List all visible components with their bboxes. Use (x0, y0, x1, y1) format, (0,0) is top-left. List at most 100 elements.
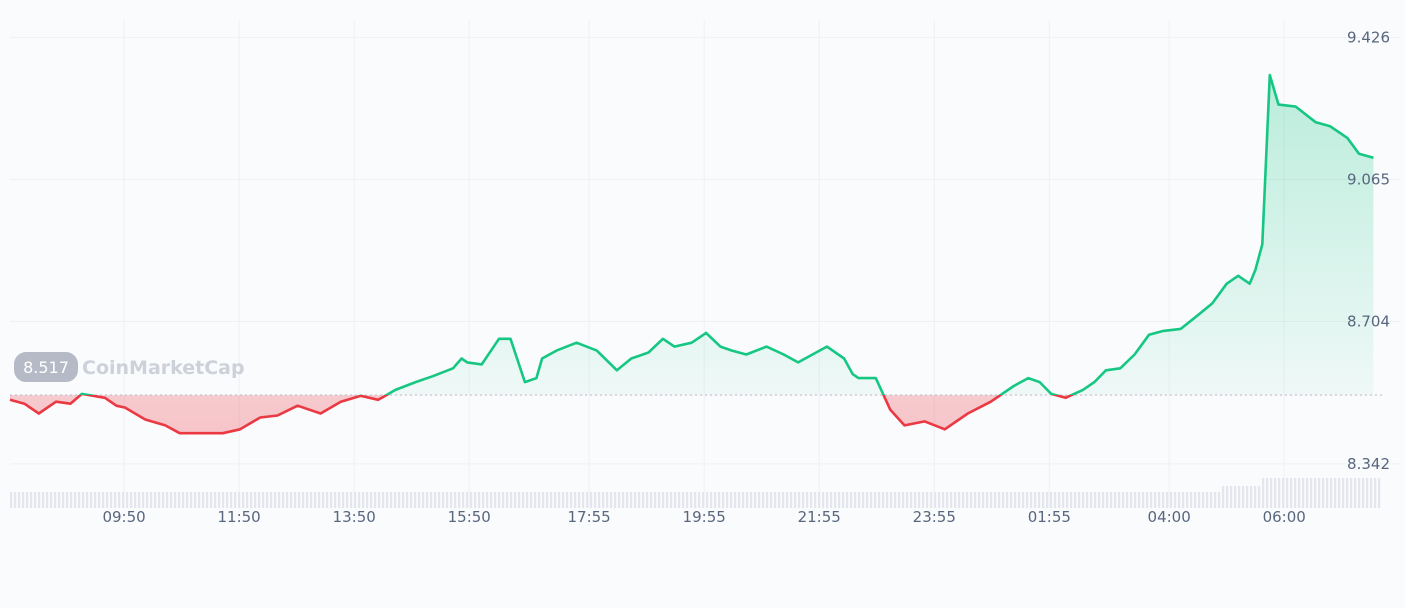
volume-bar (142, 492, 145, 508)
volume-bar (198, 492, 201, 508)
volume-bar (914, 492, 917, 508)
volume-bar (1166, 492, 1169, 508)
volume-bar (350, 492, 353, 508)
volume-bar (858, 492, 861, 508)
volume-bar (18, 492, 21, 508)
volume-bar (1378, 478, 1381, 508)
volume-bar (230, 492, 233, 508)
volume-bar (830, 492, 833, 508)
x-tick-label: 21:55 (798, 508, 841, 526)
volume-bar (1218, 492, 1221, 508)
volume-bar (1138, 492, 1141, 508)
volume-bar (942, 492, 945, 508)
x-tick-label: 11:50 (218, 508, 261, 526)
volume-bar (1258, 486, 1261, 508)
volume-bar (1142, 492, 1145, 508)
volume-bar (262, 492, 265, 508)
volume-bar (950, 492, 953, 508)
volume-bar (266, 492, 269, 508)
volume-bar (130, 492, 133, 508)
price-line-down (9, 395, 1075, 435)
volume-bar (318, 492, 321, 508)
volume-bar (62, 492, 65, 508)
volume-bar (1298, 478, 1301, 508)
volume-bar (362, 492, 365, 508)
volume-bar (1034, 492, 1037, 508)
x-tick-label: 04:00 (1148, 508, 1191, 526)
volume-bar (794, 492, 797, 508)
volume-bar (1370, 478, 1373, 508)
volume-bar (550, 492, 553, 508)
volume-bar (174, 492, 177, 508)
volume-bar (734, 492, 737, 508)
x-tick-label: 06:00 (1263, 508, 1306, 526)
volume-bar (294, 492, 297, 508)
volume-bar (638, 492, 641, 508)
volume-bar (1182, 492, 1185, 508)
volume-bar (1070, 492, 1073, 508)
volume-bar (106, 492, 109, 508)
volume-bar (502, 492, 505, 508)
volume-bar (1350, 478, 1353, 508)
volume-bar (478, 492, 481, 508)
volume-bar (486, 492, 489, 508)
volume-bar (634, 492, 637, 508)
volume-bar (1078, 492, 1081, 508)
volume-bar (430, 492, 433, 508)
volume-bar (526, 492, 529, 508)
volume-bar (978, 492, 981, 508)
volume-bar (298, 492, 301, 508)
volume-bar (1226, 486, 1229, 508)
volume-bar (974, 492, 977, 508)
volume-bar (894, 492, 897, 508)
volume-bar (898, 492, 901, 508)
volume-bar (530, 492, 533, 508)
volume-bar (122, 492, 125, 508)
y-tick-label: 9.426 (1347, 28, 1390, 46)
volume-bar (582, 492, 585, 508)
volume-bar (270, 492, 273, 508)
volume-bar (50, 492, 53, 508)
volume-bar (1038, 492, 1041, 508)
volume-bar (490, 492, 493, 508)
volume-bar (966, 492, 969, 508)
volume-bar (158, 492, 161, 508)
volume-bar (374, 492, 377, 508)
volume-bar (330, 492, 333, 508)
volume-bar (210, 492, 213, 508)
volume-bar (94, 492, 97, 508)
volume-bar (1090, 492, 1093, 508)
volume-bar (938, 492, 941, 508)
volume-bar (918, 492, 921, 508)
volume-bar (1290, 478, 1293, 508)
volume-bar (1342, 478, 1345, 508)
volume-bar (658, 492, 661, 508)
x-tick-label: 23:55 (913, 508, 956, 526)
volume-bar (738, 492, 741, 508)
y-tick-label: 8.342 (1347, 455, 1390, 473)
volume-bar (202, 492, 205, 508)
volume-bar (1354, 478, 1357, 508)
volume-bar (670, 492, 673, 508)
reference-badge: 8.517 (14, 352, 78, 383)
volume-bar (542, 492, 545, 508)
volume-bar (818, 492, 821, 508)
volume-bar (958, 492, 961, 508)
volume-bar (162, 492, 165, 508)
volume-bar (562, 492, 565, 508)
volume-bar (182, 492, 185, 508)
volume-bar (726, 492, 729, 508)
volume-bar (798, 492, 801, 508)
volume-bar (622, 492, 625, 508)
volume-bar (674, 492, 677, 508)
volume-bar (1262, 478, 1265, 508)
volume-bar (890, 492, 893, 508)
volume-bar (838, 492, 841, 508)
volume-bar (90, 492, 93, 508)
volume-bar (982, 492, 985, 508)
volume-bar (590, 492, 593, 508)
volume-bar (1174, 492, 1177, 508)
volume-bar (606, 492, 609, 508)
volume-bar (414, 492, 417, 508)
